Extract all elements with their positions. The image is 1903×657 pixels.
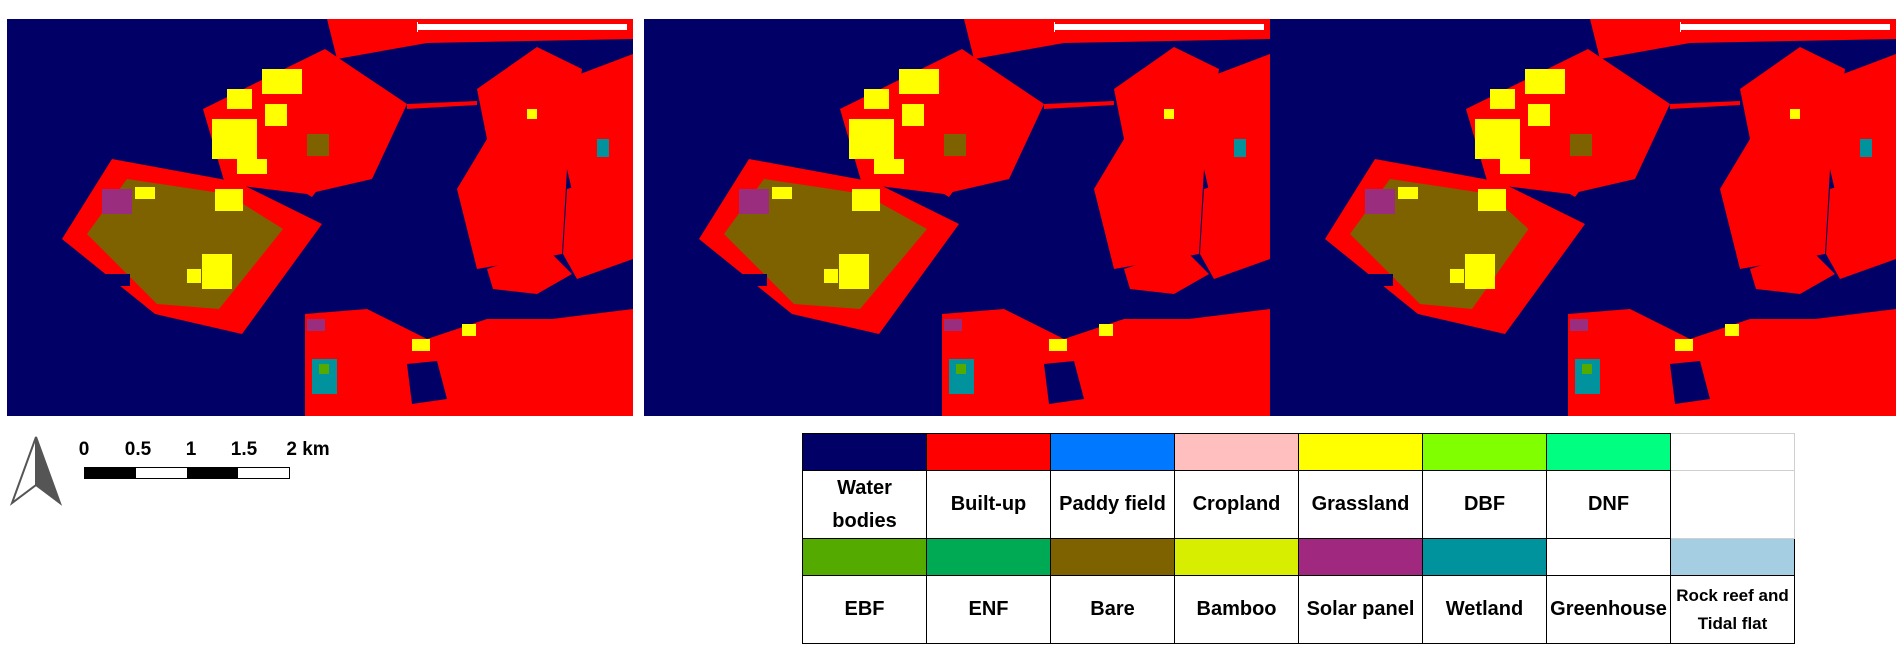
- legend-label: Solar panel: [1298, 575, 1423, 644]
- legend-label: Grassland: [1298, 470, 1423, 539]
- legend-swatch: [1546, 538, 1671, 576]
- legend-label: Bare: [1050, 575, 1175, 644]
- legend-swatch: [1050, 538, 1175, 576]
- legend-label: DBF: [1422, 470, 1547, 539]
- legend-swatch: [926, 433, 1051, 471]
- legend-label: ENF: [926, 575, 1051, 644]
- legend-swatch: [1670, 433, 1795, 471]
- legend-swatch: [1546, 433, 1671, 471]
- legend-label: Water bodies: [802, 470, 927, 539]
- legend-swatch: [1422, 538, 1547, 576]
- legend-label: DNF: [1546, 470, 1671, 539]
- legend-swatch: [1050, 433, 1175, 471]
- scale-tick-label: 0: [78, 439, 90, 460]
- legend-swatch: [1422, 433, 1547, 471]
- legend-swatch: [1174, 433, 1299, 471]
- legend-swatch: [1670, 538, 1795, 576]
- classification-map-3: [1270, 19, 1896, 416]
- legend-label: Wetland: [1422, 575, 1547, 644]
- scale-tick-label: 1: [185, 439, 197, 460]
- legend-label: [1670, 470, 1795, 539]
- north-arrow-icon: [8, 435, 64, 507]
- scale-bar: 0 0.5 1 1.5 2 km: [79, 439, 344, 485]
- legend-label: Paddy field: [1050, 470, 1175, 539]
- legend-label: Built-up: [926, 470, 1051, 539]
- legend-swatch: [926, 538, 1051, 576]
- legend-label: Greenhouse: [1546, 575, 1671, 644]
- legend-label: Rock reef and Tidal flat: [1670, 575, 1795, 644]
- legend-swatch: [802, 538, 927, 576]
- legend-swatch: [1174, 538, 1299, 576]
- legend-swatch: [1298, 538, 1423, 576]
- scale-tick-label: 2 km: [286, 439, 330, 460]
- legend-swatch: [802, 433, 927, 471]
- classification-map-2: [644, 19, 1270, 416]
- legend-label: Cropland: [1174, 470, 1299, 539]
- legend-label: EBF: [802, 575, 927, 644]
- legend-label: Bamboo: [1174, 575, 1299, 644]
- scale-tick-label: 0.5: [124, 439, 152, 460]
- classification-map-1: [7, 19, 633, 416]
- scale-bar-track: [84, 467, 290, 479]
- legend-table: Water bodies Built-up Paddy field Cropla…: [802, 433, 1795, 644]
- scale-tick-label: 1.5: [230, 439, 258, 460]
- legend-swatch: [1298, 433, 1423, 471]
